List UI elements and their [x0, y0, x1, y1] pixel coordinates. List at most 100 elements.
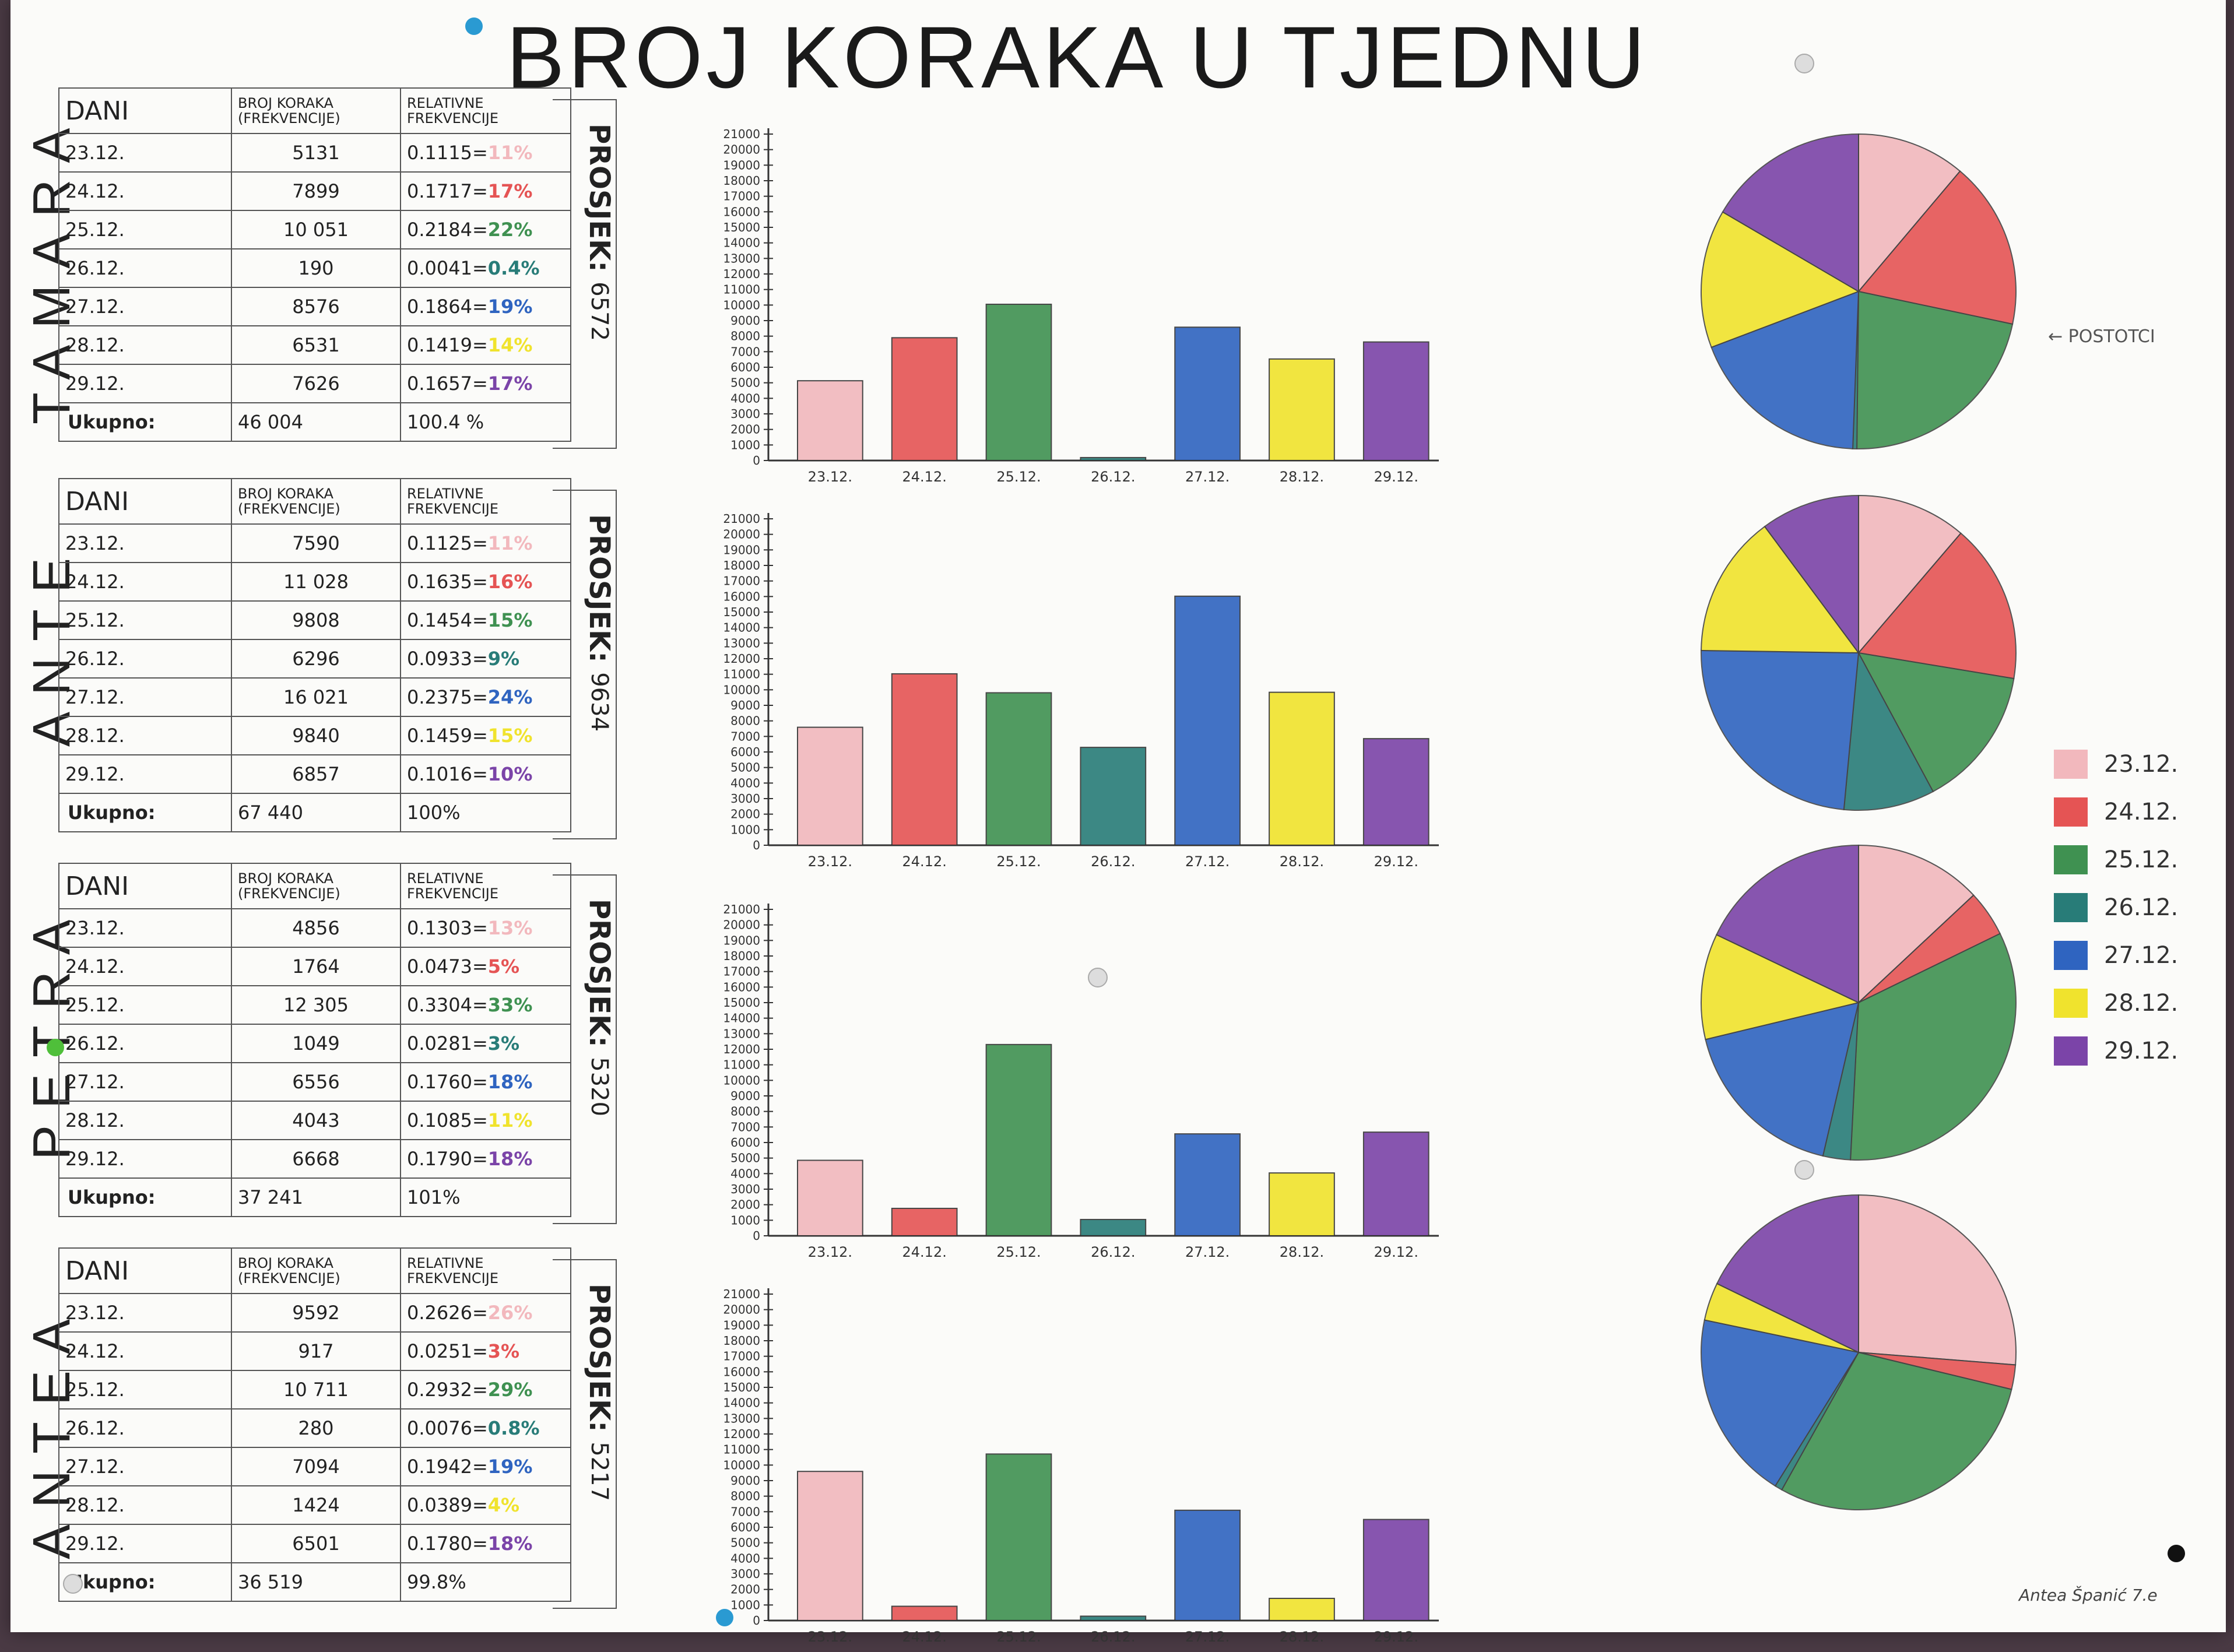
- cell-rel: 0.1419=14%: [400, 325, 571, 365]
- total-rel: 100.4 %: [400, 402, 571, 442]
- pie-slice: [1722, 133, 1859, 293]
- pie-slice: [1716, 1194, 1859, 1354]
- table-row: 29.12. 6668 0.1790=18%: [58, 1139, 571, 1179]
- pct-value: 4%: [487, 1494, 520, 1516]
- header-rel: RELATIVNE FREKVENCIJE: [400, 863, 571, 909]
- prosjek-box: PROSJEK: 5320: [553, 874, 617, 1224]
- rel-value: 0.2184=: [407, 219, 488, 241]
- cell-dan: 24.12.: [58, 171, 232, 211]
- x-tick-label: 25.12.: [996, 853, 1041, 869]
- bar: [1269, 691, 1335, 846]
- postotci-note: ← POSTOTCI: [2048, 326, 2155, 347]
- rel-value: 0.3304=: [407, 994, 488, 1016]
- cell-rel: 0.0281=3%: [400, 1024, 571, 1063]
- pct-value: 33%: [487, 994, 533, 1016]
- y-tick-label: 6000: [730, 360, 760, 374]
- cell-broj: 6296: [231, 639, 401, 679]
- y-tick-label: 13000: [723, 251, 760, 265]
- legend-label: 28.12.: [2104, 990, 2179, 1017]
- table-row: 24.12. 917 0.0251=3%: [58, 1331, 571, 1371]
- y-tick-label: 0: [753, 454, 760, 468]
- table-header-row: DANI BROJ KORAKA (FREKVENCIJE) RELATIVNE F…: [58, 1247, 571, 1294]
- pct-value: 3%: [487, 1340, 520, 1362]
- table-row: 25.12. 9808 0.1454=15%: [58, 600, 571, 640]
- cell-rel: 0.1657=17%: [400, 364, 571, 403]
- y-tick-label: 1000: [730, 1213, 760, 1227]
- y-tick-label: 12000: [723, 1427, 760, 1441]
- cell-broj: 9592: [231, 1293, 401, 1333]
- x-tick-label: 28.12.: [1280, 1244, 1324, 1259]
- rel-value: 0.1459=: [407, 725, 488, 747]
- table-row: 25.12. 10 051 0.2184=22%: [58, 210, 571, 249]
- pie-slice: [1710, 290, 1860, 449]
- cell-dan: 25.12.: [58, 985, 232, 1025]
- legend-swatch: [2054, 941, 2088, 970]
- y-tick-label: 2000: [730, 423, 760, 437]
- y-tick-label: 9000: [730, 698, 760, 712]
- cell-broj: 1049: [231, 1024, 401, 1063]
- table-row: 28.12. 6531 0.1419=14%: [58, 325, 571, 365]
- table-row: 26.12. 280 0.0076=0.8%: [58, 1408, 571, 1448]
- bar: [985, 303, 1052, 461]
- table-header-row: DANI BROJ KORAKA (FREKVENCIJE) RELATIVNE F…: [58, 478, 571, 525]
- bar: [1269, 1598, 1335, 1622]
- rel-value: 0.1085=: [407, 1109, 488, 1131]
- y-tick-label: 13000: [723, 636, 760, 650]
- y-tick-label: 5000: [730, 1151, 760, 1165]
- cell-broj: 1764: [231, 947, 401, 986]
- y-tick-label: 14000: [723, 1396, 760, 1410]
- table-row: 25.12. 12 305 0.3304=33%: [58, 985, 571, 1025]
- header-broj: BROJ KORAKA (FREKVENCIJE): [231, 87, 401, 134]
- cell-broj: 8576: [231, 287, 401, 326]
- pie-slice: [1858, 494, 1962, 655]
- cell-rel: 0.1780=18%: [400, 1524, 571, 1563]
- y-tick-label: 20000: [723, 1303, 760, 1317]
- x-tick-label: 24.12.: [902, 1244, 947, 1259]
- x-tick-label: 29.12.: [1374, 1629, 1418, 1644]
- y-tick-label: 19000: [723, 1318, 760, 1332]
- y-tick-label: 19000: [723, 543, 760, 557]
- header-broj: BROJ KORAKA (FREKVENCIJE): [231, 478, 401, 525]
- pie-slice: [1857, 170, 2017, 325]
- legend-swatch: [2054, 1036, 2088, 1066]
- pct-value: 15%: [487, 609, 533, 631]
- cell-dan: 27.12.: [58, 287, 232, 326]
- y-tick-label: 4000: [730, 1166, 760, 1180]
- y-tick-label: 15000: [723, 996, 760, 1010]
- pct-value: 18%: [487, 1148, 533, 1170]
- push-pin: [1794, 54, 1814, 73]
- cell-rel: 0.1864=19%: [400, 287, 571, 326]
- author-signature: Antea Španić 7.e: [2019, 1586, 2158, 1605]
- legend-label: 27.12.: [2104, 942, 2179, 969]
- cell-rel: 0.1717=17%: [400, 171, 571, 211]
- y-tick-label: 2000: [730, 1583, 760, 1597]
- prosjek-label: PROSJEK:: [583, 899, 616, 1048]
- y-tick-label: 19000: [723, 933, 760, 947]
- pct-value: 16%: [487, 571, 533, 593]
- pct-value: 10%: [487, 763, 533, 785]
- y-tick-label: 3000: [730, 1567, 760, 1581]
- cell-dan: 26.12.: [58, 1024, 232, 1063]
- y-tick-label: 9000: [730, 1474, 760, 1488]
- rel-value: 0.0389=: [407, 1494, 488, 1516]
- y-tick-label: 8000: [730, 714, 760, 728]
- rel-value: 0.1125=: [407, 532, 488, 554]
- y-tick-label: 16000: [723, 589, 760, 603]
- prosjek-box: PROSJEK: 9634: [553, 490, 617, 839]
- cell-dan: 29.12.: [58, 364, 232, 403]
- table-row: 29.12. 6857 0.1016=10%: [58, 754, 571, 794]
- header-dani: DANI: [58, 1247, 232, 1294]
- table-row: 29.12. 7626 0.1657=17%: [58, 364, 571, 403]
- bar: [985, 1453, 1052, 1621]
- pie-chart: [1701, 1194, 2017, 1510]
- bar: [1269, 1172, 1335, 1236]
- y-tick-label: 21000: [723, 1287, 760, 1301]
- cell-dan: 28.12.: [58, 716, 232, 755]
- table-header-row: DANI BROJ KORAKA (FREKVENCIJE) RELATIVNE F…: [58, 863, 571, 909]
- bar: [1269, 358, 1335, 461]
- pct-value: 29%: [487, 1379, 533, 1401]
- prosjek-label: PROSJEK:: [583, 124, 616, 272]
- bar: [1174, 1133, 1241, 1236]
- x-tick-label: 23.12.: [808, 853, 852, 869]
